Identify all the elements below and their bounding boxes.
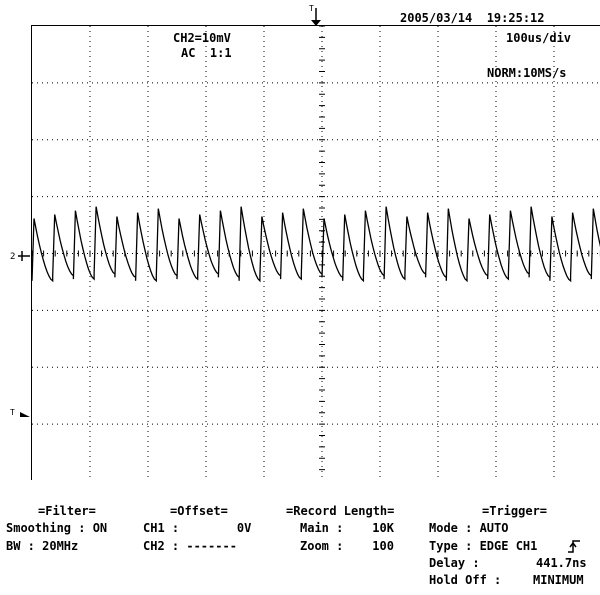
offset-ch2: CH2 : ------- (143, 539, 237, 553)
scope-display (18, 8, 600, 480)
trigger-level-label: T (10, 408, 15, 417)
waveform-path (31, 206, 600, 283)
trigger-holdoff-value: MINIMUM (533, 573, 584, 587)
sample-mode: NORM:10MS/s (487, 66, 567, 80)
record-main: Main : 10K (300, 521, 394, 535)
channel-coupling: AC 1:1 (181, 46, 232, 60)
trigger-title: =Trigger= (482, 504, 548, 518)
trigger-mode: Mode : AUTO (429, 521, 509, 535)
timebase: 100us/div (506, 31, 572, 45)
trigger-marker-label: T (309, 4, 314, 13)
trigger-delay-value: 441.7ns (536, 556, 587, 570)
graticule-grid (31, 25, 600, 480)
trigger-type: Type : EDGE CH1 (429, 539, 538, 553)
ch2-marker-label: 2 (10, 252, 16, 262)
channel-scale: CH2=10mV (173, 31, 231, 45)
graticule-border (31, 25, 600, 480)
record-title: =Record Length= (286, 504, 395, 518)
rising-edge-icon (568, 540, 580, 553)
filter-smoothing: Smoothing : ON (6, 521, 108, 535)
record-zoom: Zoom : 100 (300, 539, 394, 553)
filter-title: =Filter= (38, 504, 96, 518)
trigger-level-marker-icon (20, 412, 30, 417)
offset-ch1: CH1 : 0V (143, 521, 252, 535)
trigger-position-icon (311, 8, 321, 26)
trigger-delay-label: Delay : (429, 556, 480, 570)
datetime: 2005/03/14 19:25:12 (400, 11, 545, 25)
waveform-trace (31, 206, 600, 283)
trigger-holdoff-label: Hold Off : (429, 573, 502, 587)
offset-title: =Offset= (170, 504, 228, 518)
ch2-ground-marker-icon (18, 251, 30, 261)
filter-bw: BW : 20MHz (6, 539, 79, 553)
